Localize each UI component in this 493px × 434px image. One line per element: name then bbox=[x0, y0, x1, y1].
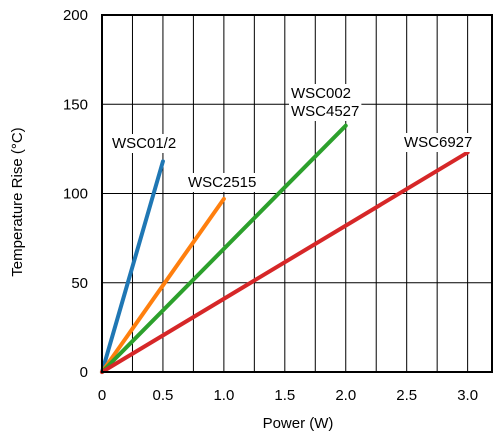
y-tick-labels: 0 50 100 150 200 bbox=[63, 7, 88, 381]
x-tick-labels: 0 0.5 1.0 1.5 2.0 2.5 3.0 bbox=[98, 387, 478, 404]
grid bbox=[102, 15, 492, 372]
series-label: WSC002WSC4527 bbox=[291, 85, 359, 120]
x-tick-label: 1.5 bbox=[274, 387, 295, 404]
x-tick-label: 0.5 bbox=[153, 387, 174, 404]
x-tick-label: 2.0 bbox=[335, 387, 356, 404]
y-tick-label: 50 bbox=[71, 275, 88, 292]
y-tick-label: 200 bbox=[63, 7, 88, 24]
x-tick-label: 1.0 bbox=[213, 387, 234, 404]
series-label: WSC01/2 bbox=[112, 135, 176, 152]
x-tick-label: 2.5 bbox=[396, 387, 417, 404]
x-tick-label: 3.0 bbox=[457, 387, 478, 404]
series-label: WSC2515 bbox=[188, 174, 256, 191]
x-tick-label: 0 bbox=[98, 387, 106, 404]
series-labels: WSC01/2 WSC2515 WSC002WSC4527 WSC6927 bbox=[110, 84, 474, 192]
y-axis-label: Temperature Rise (°C) bbox=[9, 127, 26, 276]
y-tick-label: 0 bbox=[80, 364, 88, 381]
y-tick-label: 150 bbox=[63, 96, 88, 113]
series-label: WSC6927 bbox=[404, 134, 472, 151]
y-tick-label: 100 bbox=[63, 186, 88, 203]
x-axis-label: Power (W) bbox=[263, 415, 334, 432]
